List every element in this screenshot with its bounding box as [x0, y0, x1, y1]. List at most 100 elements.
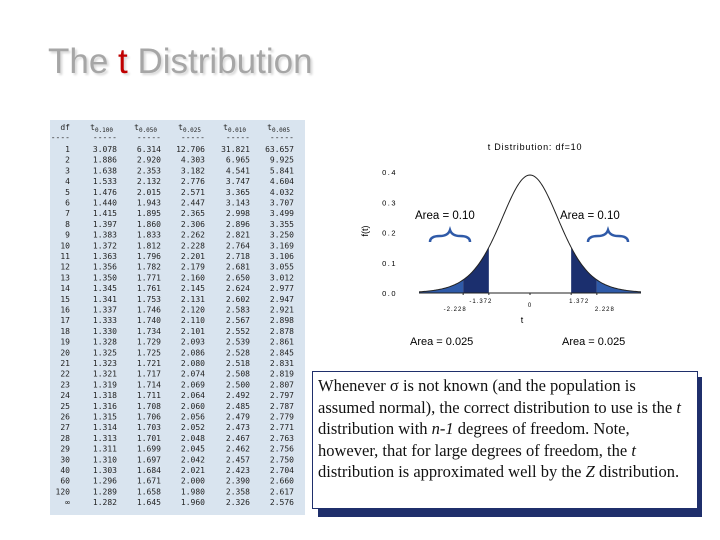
note-text: distribution. [594, 462, 680, 481]
table-cell: 1.960 [181, 498, 205, 507]
table-cell: 1.318 [93, 391, 117, 400]
table-cell: 1.708 [137, 402, 161, 411]
y-tick-label: 0.4 [382, 168, 397, 177]
table-cell: 26 [60, 413, 70, 422]
plot: 0.4 0.3 0.2 0.1 0.0 -2.228-1.372 0 1.372 2.228 [382, 168, 642, 313]
table-cell: 2.110 [181, 316, 205, 325]
table-cell: 2.045 [181, 445, 205, 454]
table-cell: 3.169 [270, 241, 294, 250]
table-cell: 17 [60, 316, 70, 325]
table-cell: 2.896 [226, 220, 250, 229]
table-cell: 2.060 [181, 402, 205, 411]
table-cell: 1.397 [93, 220, 117, 229]
t-table: df-----t0.100-----t0.050-----t0.025-----… [46, 120, 305, 515]
x-tick-label: -2.228 [444, 307, 467, 313]
note-text: t [631, 440, 636, 460]
table-cell: 2.423 [226, 466, 250, 475]
separator: ----- [50, 133, 70, 142]
table-cell: 1.440 [93, 199, 117, 208]
table-cell: 4.303 [181, 156, 205, 165]
table-cell: 3.106 [270, 252, 294, 261]
table-cell: 2.120 [181, 306, 205, 315]
table-cell: 2.508 [226, 370, 250, 379]
table-cell: 1.658 [137, 487, 161, 496]
table-cell: 1.761 [137, 284, 161, 293]
table-cell: 1.645 [137, 498, 161, 507]
table-cell: 2.145 [181, 284, 205, 293]
table-cell: 2.650 [226, 273, 250, 282]
t-chart: t Distribution: df=10 f(t) t 0.40.30.20.… [360, 142, 642, 348]
table-cell: 2.179 [181, 263, 205, 272]
table-cell: 2.390 [226, 477, 250, 486]
table-cell: 28 [60, 434, 70, 443]
table-cell: 2.473 [226, 423, 250, 432]
table-cell: 4.604 [270, 177, 294, 186]
table-cell: 21 [60, 359, 70, 368]
table-cell: 3.707 [270, 199, 294, 208]
x-tick-label: 2.228 [595, 307, 615, 313]
table-cell: 2.602 [226, 295, 250, 304]
table-cell: 2.101 [181, 327, 205, 336]
table-cell: 2.064 [181, 391, 205, 400]
note-text: degrees of freedom. Note, however, that … [318, 419, 632, 460]
table-cell: 1.684 [137, 466, 161, 475]
table-cell: 1.311 [93, 445, 117, 454]
table-cell: 2.552 [226, 327, 250, 336]
annotation: Area = 0.10 [560, 210, 620, 222]
table-cell: 2.977 [270, 284, 294, 293]
x-tick-label: 1.372 [569, 299, 589, 305]
col-header: t0.025 [178, 123, 201, 134]
table-cell: 2.583 [226, 306, 250, 315]
table-cell: 1.796 [137, 252, 161, 261]
table-cell: 3 [65, 166, 70, 175]
table-cell: 15 [60, 295, 70, 304]
header-symbol: t [178, 123, 183, 132]
table-cell: 1.345 [93, 284, 117, 293]
separator: ----- [181, 133, 205, 142]
table-cell: 1.350 [93, 273, 117, 282]
table-cell: 1.706 [137, 413, 161, 422]
annotation: Area = 0.025 [410, 336, 473, 348]
table-cell: 2.807 [270, 380, 294, 389]
table-cell: 3.365 [226, 188, 250, 197]
table-cell: 2.831 [270, 359, 294, 368]
table-cell: 2.764 [226, 241, 250, 250]
table-cell: 3.012 [270, 273, 294, 282]
col-header: t0.100 [90, 123, 113, 134]
table-cell: 2.000 [181, 477, 205, 486]
df-header: df [60, 123, 70, 132]
x-axis-label: t [521, 315, 524, 325]
table-cell: 2.998 [226, 209, 250, 218]
table-cell: 1 [65, 145, 70, 154]
note-text: Whenever [318, 376, 390, 395]
table-cell: 2.074 [181, 370, 205, 379]
table-cell: 1.895 [137, 209, 161, 218]
table-cell: 2.500 [226, 380, 250, 389]
note-text: t [676, 397, 681, 417]
table-cell: 10 [60, 241, 70, 250]
table-cell: 2.201 [181, 252, 205, 261]
table-cell: 2.365 [181, 209, 205, 218]
table-cell: 1.356 [93, 263, 117, 272]
table-cell: 1.296 [93, 477, 117, 486]
table-cell: 1.721 [137, 359, 161, 368]
separator: ----- [93, 133, 117, 142]
table-cell: 2.821 [226, 231, 250, 240]
table-cell: 23 [60, 380, 70, 389]
table-cell: 40 [60, 466, 70, 475]
col-header: t0.010 [223, 123, 246, 134]
table-cell: 2.704 [270, 466, 294, 475]
table-cell: 2.228 [181, 241, 205, 250]
header-symbol: t [90, 123, 95, 132]
table-cell: 2.617 [270, 487, 294, 496]
table-cell: 2.779 [270, 413, 294, 422]
table-cell: 1.746 [137, 306, 161, 315]
separator: ----- [226, 133, 250, 142]
table-cell: 2.921 [270, 306, 294, 315]
table-cell: 1.476 [93, 188, 117, 197]
table-cell: 1.980 [181, 487, 205, 496]
table-cell: 2.492 [226, 391, 250, 400]
table-cell: 2.015 [137, 188, 161, 197]
table-cell: 14 [60, 284, 70, 293]
table-cell: 2.763 [270, 434, 294, 443]
